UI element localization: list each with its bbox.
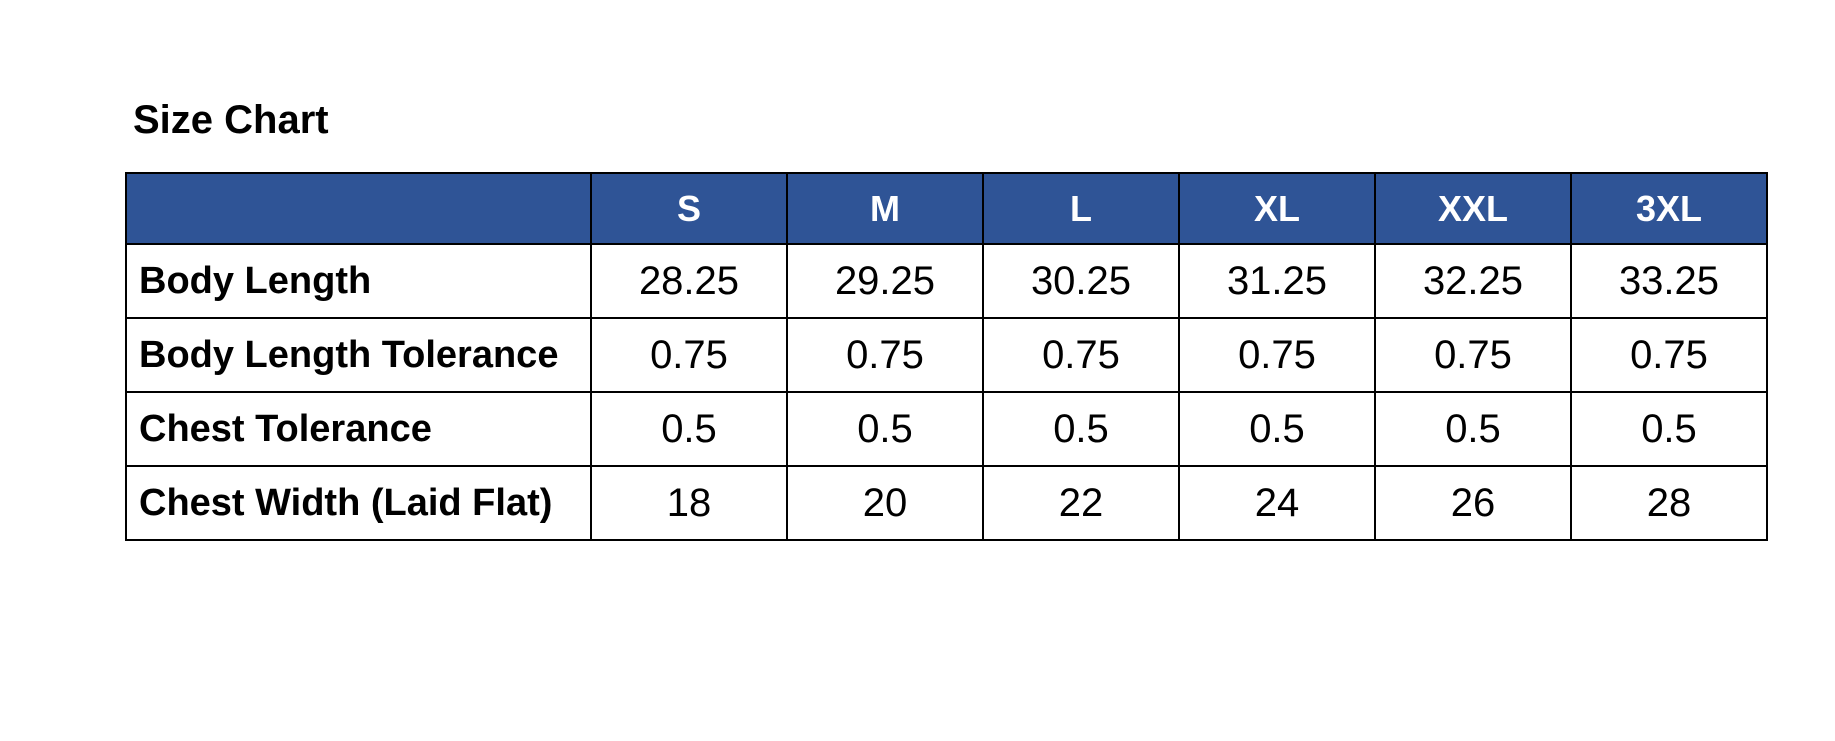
cell-chest-tolerance-xl: 0.5 bbox=[1178, 391, 1376, 467]
cell-body-length-s: 28.25 bbox=[590, 243, 788, 319]
cell-chest-width-s: 18 bbox=[590, 465, 788, 541]
cell-chest-tolerance-l: 0.5 bbox=[982, 391, 1180, 467]
corner-header-cell bbox=[125, 172, 592, 245]
cell-chest-width-l: 22 bbox=[982, 465, 1180, 541]
size-chart-table: S M L XL XXL 3XL Body Length 28.25 29.25… bbox=[125, 172, 1768, 541]
cell-chest-tolerance-3xl: 0.5 bbox=[1570, 391, 1768, 467]
column-header-m: M bbox=[786, 172, 984, 245]
cell-body-length-tolerance-l: 0.75 bbox=[982, 317, 1180, 393]
cell-body-length-xxl: 32.25 bbox=[1374, 243, 1572, 319]
cell-body-length-tolerance-3xl: 0.75 bbox=[1570, 317, 1768, 393]
header-row: S M L XL XXL 3XL bbox=[125, 172, 1768, 245]
table-row-body-length: Body Length 28.25 29.25 30.25 31.25 32.2… bbox=[125, 243, 1768, 319]
cell-body-length-tolerance-m: 0.75 bbox=[786, 317, 984, 393]
row-label-body-length: Body Length bbox=[125, 243, 592, 319]
row-label-chest-tolerance: Chest Tolerance bbox=[125, 391, 592, 467]
column-header-xxl: XXL bbox=[1374, 172, 1572, 245]
cell-chest-width-m: 20 bbox=[786, 465, 984, 541]
cell-body-length-l: 30.25 bbox=[982, 243, 1180, 319]
column-header-s: S bbox=[590, 172, 788, 245]
cell-body-length-m: 29.25 bbox=[786, 243, 984, 319]
page-title: Size Chart bbox=[133, 98, 329, 142]
column-header-l: L bbox=[982, 172, 1180, 245]
row-label-chest-width: Chest Width (Laid Flat) bbox=[125, 465, 592, 541]
cell-chest-tolerance-xxl: 0.5 bbox=[1374, 391, 1572, 467]
row-label-body-length-tolerance: Body Length Tolerance bbox=[125, 317, 592, 393]
cell-body-length-xl: 31.25 bbox=[1178, 243, 1376, 319]
cell-body-length-3xl: 33.25 bbox=[1570, 243, 1768, 319]
cell-chest-width-xl: 24 bbox=[1178, 465, 1376, 541]
cell-chest-tolerance-m: 0.5 bbox=[786, 391, 984, 467]
column-header-3xl: 3XL bbox=[1570, 172, 1768, 245]
cell-body-length-tolerance-xl: 0.75 bbox=[1178, 317, 1376, 393]
cell-chest-tolerance-s: 0.5 bbox=[590, 391, 788, 467]
cell-body-length-tolerance-s: 0.75 bbox=[590, 317, 788, 393]
cell-chest-width-xxl: 26 bbox=[1374, 465, 1572, 541]
table-row-body-length-tolerance: Body Length Tolerance 0.75 0.75 0.75 0.7… bbox=[125, 317, 1768, 393]
table-row-chest-width: Chest Width (Laid Flat) 18 20 22 24 26 2… bbox=[125, 465, 1768, 541]
table-row-chest-tolerance: Chest Tolerance 0.5 0.5 0.5 0.5 0.5 0.5 bbox=[125, 391, 1768, 467]
cell-chest-width-3xl: 28 bbox=[1570, 465, 1768, 541]
column-header-xl: XL bbox=[1178, 172, 1376, 245]
cell-body-length-tolerance-xxl: 0.75 bbox=[1374, 317, 1572, 393]
